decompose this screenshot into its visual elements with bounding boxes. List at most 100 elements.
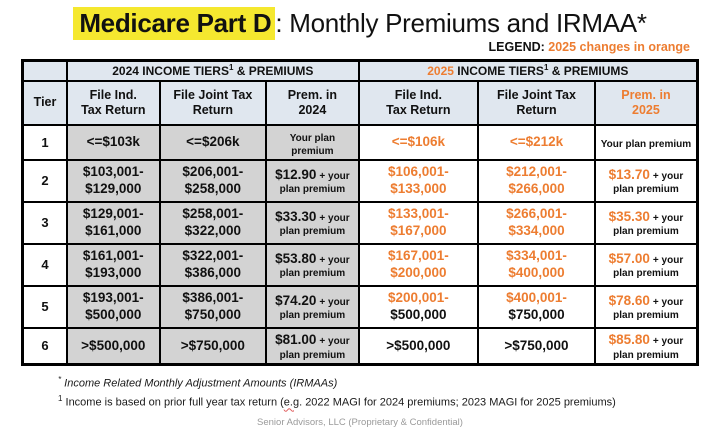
corner-cell [21,59,69,82]
income-line: $258,000 [184,180,241,196]
premium-line2: plan premium [279,184,346,196]
col-header-joint-2025: File Joint Tax Return [477,79,596,126]
income-line: >$750,000 [180,337,245,353]
cell-tier: 2 [21,158,69,203]
cell-prem-2024: $33.30 + your plan premium [265,200,360,245]
table-row: 1 <=$103k <=$206k Your plan premium <=$106k <=… [21,123,699,161]
col-header-prem-2025: Prem. in 2025 [593,79,699,126]
premium-line2: plan premium [613,349,679,361]
page-title: Medicare Part D: Monthly Premiums and IR… [0,7,720,40]
income-line: $266,000 [508,180,565,196]
premium-line1: $85.80 + your [598,330,694,349]
cell-prem-2025: Your plan premium [593,123,699,161]
group-2024-year: 2024 [112,64,139,79]
cell-ind-2024: <=$103k [66,123,161,161]
legend-text: 2025 changes in orange [548,40,690,54]
cell-joint-2024: $386,001- $750,000 [158,284,268,329]
income-line: >$750,000 [504,337,569,353]
cell-joint-2024: <=$206k [158,123,268,161]
income-line: $212,001- [506,163,567,179]
income-line: $200,000 [390,264,447,280]
title-highlight: Medicare Part D [73,7,276,40]
table-row: 3 $129,001- $161,000 $258,001- $322,000 $33.3… [21,200,699,245]
cell-ind-2024: $129,001- $161,000 [66,200,161,245]
income-line: <=$212k [509,133,564,149]
cell-ind-2024: $103,001- $129,000 [66,158,161,203]
group-header-row: 2024 INCOME TIERS1 & PREMIUMS 2025 INCOM… [21,59,699,82]
cell-ind-2025: >$500,000 [357,326,480,366]
income-line: $322,001- [182,247,244,263]
premium-line1: $53.80 + your [269,249,355,268]
col-header-ind-2025: File Ind. Tax Return [357,79,480,126]
cell-joint-2024: $206,001- $258,000 [158,158,268,203]
cell-tier: 3 [21,200,69,245]
cell-joint-2025: $266,001- $334,000 [477,200,596,245]
premium-text: Your plan premium [269,127,355,158]
income-line: $258,001- [182,205,244,221]
premium-line2: plan premium [613,310,679,322]
cell-joint-2025: <=$212k [477,123,596,161]
table-row: 5 $193,001- $500,000 $386,001- $750,000 $74.2… [21,284,699,329]
cell-joint-2025: $212,001- $266,000 [477,158,596,203]
income-line: $334,001- [506,247,567,263]
premium-text: $57.00 + your plan premium [598,249,694,280]
cell-joint-2025: $400,001- $750,000 [477,284,596,329]
cell-tier: 6 [21,326,69,366]
cell-prem-2025: $85.80 + your plan premium [593,326,699,366]
group-2025-year: 2025 [427,64,454,79]
income-line: $129,000 [85,180,142,196]
premium-line1: $35.30 + your [598,207,694,226]
income-line: $200,001- [387,289,449,305]
column-header-row: Tier File Ind. Tax Return File Joint Tax R… [21,79,699,126]
premium-amount: $78.60 [608,293,650,309]
premium-text: $12.90 + your plan premium [269,165,355,196]
income-line: $322,000 [184,222,241,238]
premium-tail: + your [652,336,684,348]
premium-amount: $13.70 [608,167,650,183]
cell-prem-2025: $57.00 + your plan premium [593,242,699,287]
cell-prem-2024: $74.20 + your plan premium [265,284,360,329]
income-line: $386,001- [182,289,244,305]
cell-joint-2024: $322,001- $386,000 [158,242,268,287]
income-line: >$500,000 [386,337,451,353]
legend: LEGEND: 2025 changes in orange [0,40,720,54]
income-line: $133,000 [390,180,447,196]
income-line: $193,001- [82,289,144,305]
premium-line2: plan premium [279,310,346,322]
cell-prem-2024: Your plan premium [265,123,360,161]
footnote-income-basis: 1 Income is based on prior full year tax… [58,393,616,409]
income-line: $500,000 [85,306,142,322]
income-line: $193,000 [85,264,142,280]
cell-prem-2025: $13.70 + your plan premium [593,158,699,203]
confidential-footer: Senior Advisors, LLC (Proprietary & Conf… [257,417,463,429]
premium-text: $74.20 + your plan premium [269,291,355,322]
col-header-prem-2024: Prem. in 2024 [265,79,360,126]
title-rest: : Monthly Premiums and IRMAA* [275,8,647,38]
table-row: 4 $161,001- $193,000 $322,001- $386,000 $53.8… [21,242,699,287]
premium-tail: + your [652,171,684,183]
premium-line2: plan premium [613,226,679,238]
footnote-irmaa: * Income Related Monthly Adjustment Amou… [58,375,338,390]
cell-ind-2025: <=$106k [357,123,480,161]
footnotes: * Income Related Monthly Adjustment Amou… [58,374,720,411]
income-line: $167,001- [387,247,449,263]
income-line: $106,001- [387,163,449,179]
income-line: $400,000 [508,264,565,280]
premium-amount: $81.00 [275,332,317,348]
premium-line2: plan premium [279,268,346,280]
cell-prem-2024: $12.90 + your plan premium [265,158,360,203]
income-line: >$500,000 [81,337,146,353]
premium-tail: + your [319,297,350,309]
income-line: <=$106k [391,133,446,149]
cell-joint-2025: $334,001- $400,000 [477,242,596,287]
income-line: $167,000 [390,222,447,238]
cell-tier: 1 [21,123,69,161]
premium-amount: $35.30 [608,209,650,225]
slide: Medicare Part D: Monthly Premiums and IR… [0,7,720,429]
premium-line1: Your plan [269,127,355,146]
cell-ind-2025: $106,001- $133,000 [357,158,480,203]
income-line: $129,001- [82,205,144,221]
premium-tail: + your [319,213,350,225]
premium-text: $35.30 + your plan premium [598,207,694,238]
col-header-tier: Tier [21,79,69,126]
